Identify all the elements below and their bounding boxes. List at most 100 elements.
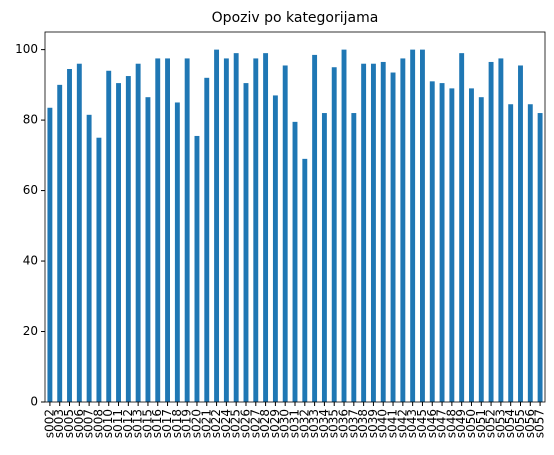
bar (390, 72, 396, 403)
x-tick-label: s043 (405, 409, 419, 438)
bar (233, 53, 239, 403)
bar (292, 121, 298, 402)
x-tick-label: s040 (376, 409, 390, 438)
x-tick-label: s049 (454, 409, 468, 438)
bar (527, 104, 533, 402)
bar (400, 58, 406, 403)
bar (76, 63, 82, 402)
bar (184, 58, 190, 403)
bar (410, 49, 416, 402)
x-tick-label: s007 (82, 409, 96, 438)
x-tick-label: s041 (386, 409, 400, 438)
bar (174, 102, 180, 402)
plot-frame (44, 31, 546, 403)
bar (96, 137, 102, 402)
x-tick-label: s016 (150, 409, 164, 438)
x-tick-label: s045 (415, 409, 429, 438)
x-tick-label: s038 (356, 409, 370, 438)
bar (67, 69, 72, 402)
bar (263, 53, 269, 403)
x-tick-label: s006 (72, 409, 86, 438)
bar (145, 97, 151, 402)
x-tick-label: s055 (513, 409, 527, 438)
x-tick-label: s033 (307, 409, 321, 438)
y-tick-label: 0 (30, 395, 38, 409)
x-tick-label: s042 (395, 409, 409, 438)
x-tick-label: s057 (533, 409, 547, 438)
bar (478, 97, 484, 402)
bar (106, 70, 112, 402)
bar (125, 76, 131, 403)
bar (57, 84, 63, 402)
y-tick-label: 40 (23, 254, 38, 268)
x-tick-label: s034 (317, 409, 331, 438)
bar (380, 61, 386, 402)
x-tick-label: s054 (503, 409, 517, 438)
x-tick-label: s021 (199, 409, 213, 438)
x-tick-label: s011 (111, 409, 125, 438)
bar (302, 158, 308, 402)
x-tick-label: s051 (474, 409, 488, 438)
bar (214, 49, 220, 402)
chart-title: Opoziv po kategorijama (212, 10, 379, 26)
x-tick-label: s017 (160, 409, 174, 438)
x-tick-label: s019 (180, 409, 194, 438)
x-tick-label: s035 (327, 409, 341, 438)
bar (312, 54, 318, 403)
bar (439, 83, 445, 402)
bar (331, 67, 337, 402)
bar (420, 49, 425, 402)
x-tick-label: s031 (288, 409, 302, 438)
bar (488, 61, 494, 402)
y-tick-label: 100 (15, 42, 38, 56)
x-tick-label: s002 (42, 409, 56, 438)
bar (518, 65, 523, 402)
x-tick-label: s048 (444, 409, 458, 438)
x-tick-label: s039 (366, 409, 380, 438)
bar (243, 83, 249, 402)
bar (429, 81, 435, 402)
bar (194, 135, 200, 402)
bar (459, 53, 465, 403)
x-tick-label: s010 (101, 409, 115, 438)
bar (469, 88, 474, 402)
bar (508, 104, 514, 402)
bar (116, 83, 121, 402)
bar (498, 58, 504, 403)
bar (47, 107, 53, 402)
bar (351, 113, 357, 403)
x-tick-label: s028 (258, 409, 272, 438)
x-tick-label: s008 (91, 409, 105, 438)
x-tick-label: s046 (425, 409, 439, 438)
x-tick-label: s025 (229, 409, 243, 438)
bar (361, 63, 367, 402)
bar (253, 58, 259, 403)
bar (272, 95, 278, 402)
x-tick-label: s053 (493, 409, 507, 438)
x-tick-label: s029 (268, 409, 282, 438)
x-tick-label: s030 (278, 409, 292, 438)
y-tick-label: 60 (23, 183, 38, 197)
x-tick-label: s018 (170, 409, 184, 438)
x-tick-label: s027 (248, 409, 262, 438)
bar (341, 49, 347, 402)
x-tick-label: s015 (140, 409, 154, 438)
bar (165, 58, 170, 403)
bar (537, 113, 543, 403)
bar (282, 65, 288, 402)
x-tick-label: s047 (435, 409, 449, 438)
bar (370, 63, 376, 402)
x-tick-label: s020 (189, 409, 203, 438)
x-tick-label: s037 (346, 409, 360, 438)
x-tick-label: s026 (238, 409, 252, 438)
bar (155, 58, 161, 403)
x-tick-label: s032 (297, 409, 311, 438)
x-tick-label: s003 (52, 409, 66, 438)
x-tick-label: s022 (209, 409, 223, 438)
bar (204, 77, 210, 403)
y-tick-label: 20 (23, 324, 38, 338)
x-tick-label: s036 (337, 409, 351, 438)
bar (449, 88, 455, 402)
bar (321, 113, 327, 403)
